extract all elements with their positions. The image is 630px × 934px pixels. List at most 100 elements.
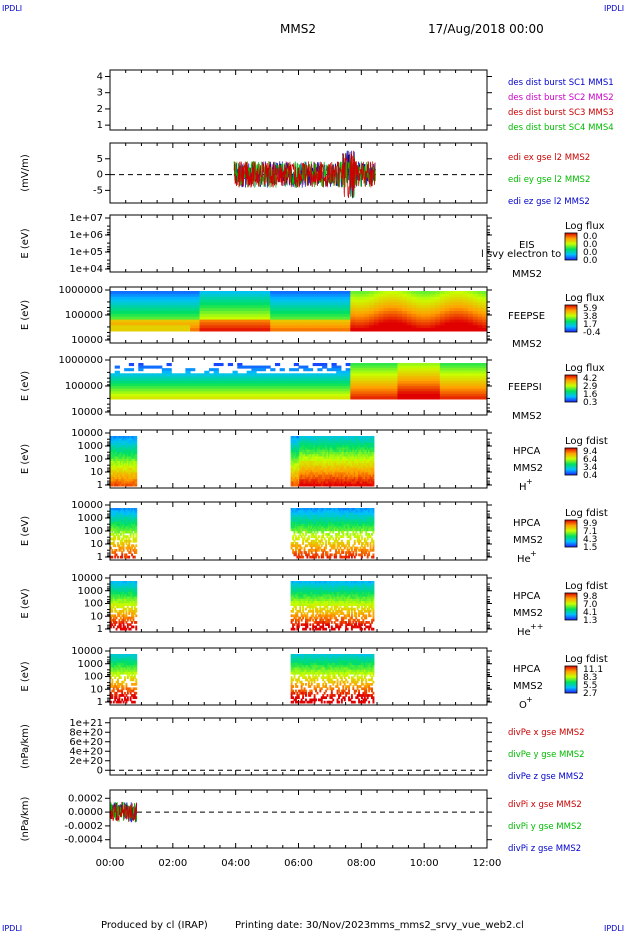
heatmap-cell <box>331 388 337 392</box>
heatmap-cell <box>359 442 362 446</box>
heatmap-cell <box>279 308 285 312</box>
heatmap-cell <box>112 465 115 469</box>
heatmap-cell <box>284 308 290 312</box>
heatmap-cell <box>125 521 128 525</box>
heatmap-cell <box>340 456 343 460</box>
heatmap-cell <box>166 322 172 326</box>
heatmap-cell <box>330 463 333 467</box>
heatmap-cell <box>292 548 295 552</box>
heatmap-cell <box>366 474 369 478</box>
heatmap-cell <box>317 373 323 377</box>
heatmap-cell <box>335 449 338 453</box>
heatmap-cell <box>294 436 297 439</box>
heatmap-cell <box>355 470 358 473</box>
heatmap-cell <box>126 510 129 514</box>
heatmap-cell <box>463 319 469 323</box>
heatmap-cell <box>350 442 353 446</box>
heatmap-cell <box>296 508 299 511</box>
heatmap-cell <box>372 472 375 476</box>
heatmap-cell <box>125 438 128 442</box>
heatmap-cell <box>303 465 306 469</box>
heatmap-cell <box>180 383 186 387</box>
heatmap-cell <box>310 442 313 446</box>
heatmap-cell <box>332 454 335 457</box>
heatmap-cell <box>402 319 408 323</box>
heatmap-cell <box>115 526 118 529</box>
heatmap-cell <box>383 305 389 309</box>
heatmap-cell <box>138 293 144 298</box>
heatmap-cell <box>329 481 332 485</box>
heatmap-cell <box>166 291 172 295</box>
heatmap-cell <box>199 381 205 385</box>
heatmap-cell <box>199 396 205 400</box>
heatmap-cell <box>353 458 356 462</box>
heatmap-cell <box>346 454 349 457</box>
heatmap-cell <box>289 291 295 295</box>
heatmap-cell <box>402 322 408 326</box>
heatmap-cell <box>303 479 306 482</box>
heatmap-cell <box>331 396 337 400</box>
heatmap-cell <box>397 373 403 377</box>
heatmap-cell <box>132 470 135 473</box>
heatmap-cell <box>345 370 351 374</box>
heatmap-cell <box>166 305 172 309</box>
heatmap-cell <box>364 319 370 323</box>
heatmap-cell <box>335 461 338 464</box>
heatmap-cell <box>317 470 320 473</box>
heatmap-cell <box>133 381 139 385</box>
heatmap-cell <box>110 483 112 487</box>
heatmap-cell <box>352 447 355 451</box>
heatmap-cell <box>317 319 323 323</box>
heatmap-cell <box>132 454 135 457</box>
heatmap-cell <box>365 472 368 476</box>
heatmap-cell <box>111 512 114 516</box>
heatmap-cell <box>110 461 112 464</box>
heatmap-cell <box>307 528 310 532</box>
heatmap-cell <box>312 313 318 318</box>
heatmap-cell <box>356 438 359 442</box>
heatmap-cell <box>290 470 293 473</box>
heatmap-cell <box>246 296 252 301</box>
heatmap-cell <box>454 325 460 329</box>
heatmap-cell <box>251 322 257 326</box>
heatmap-cell <box>353 479 356 482</box>
heatmap-cell <box>397 291 403 295</box>
heatmap-cell <box>241 305 248 309</box>
heatmap-cell <box>299 447 302 451</box>
heatmap-cell <box>175 296 182 301</box>
heatmap-cell <box>115 461 118 464</box>
heatmap-cell <box>307 483 310 487</box>
heatmap-cell <box>421 383 427 387</box>
heatmap-cell <box>339 458 342 462</box>
heatmap-cell <box>298 396 304 400</box>
heatmap-cell <box>310 544 313 548</box>
heatmap-cell <box>300 481 303 485</box>
heatmap-cell <box>359 461 362 464</box>
heatmap-cell <box>309 474 312 478</box>
heatmap-cell <box>477 393 483 397</box>
heatmap-cell <box>360 458 363 462</box>
heatmap-cell <box>138 291 144 295</box>
heatmap-cell <box>117 454 119 457</box>
heatmap-cell <box>336 386 342 390</box>
heatmap-cell <box>363 454 366 457</box>
heatmap-cell <box>138 328 144 332</box>
heatmap-cell <box>129 474 132 478</box>
heatmap-cell <box>122 470 125 473</box>
heatmap-cell <box>439 386 446 390</box>
heatmap-cell <box>251 383 257 387</box>
heatmap-cell <box>339 436 342 439</box>
heatmap-cell <box>303 551 306 554</box>
heatmap-cell <box>125 442 128 446</box>
heatmap-cell <box>122 467 125 471</box>
heatmap-cell <box>119 451 122 455</box>
heatmap-cell <box>365 461 368 464</box>
heatmap-cell <box>132 510 135 514</box>
heatmap-cell <box>356 440 359 444</box>
heatmap-cell <box>372 458 375 462</box>
heatmap-cell <box>114 302 120 306</box>
heatmap-cell <box>449 373 455 377</box>
y-tick-label: 1e+06 <box>69 230 103 241</box>
heatmap-cell <box>293 436 296 439</box>
heatmap-cell <box>110 472 112 476</box>
